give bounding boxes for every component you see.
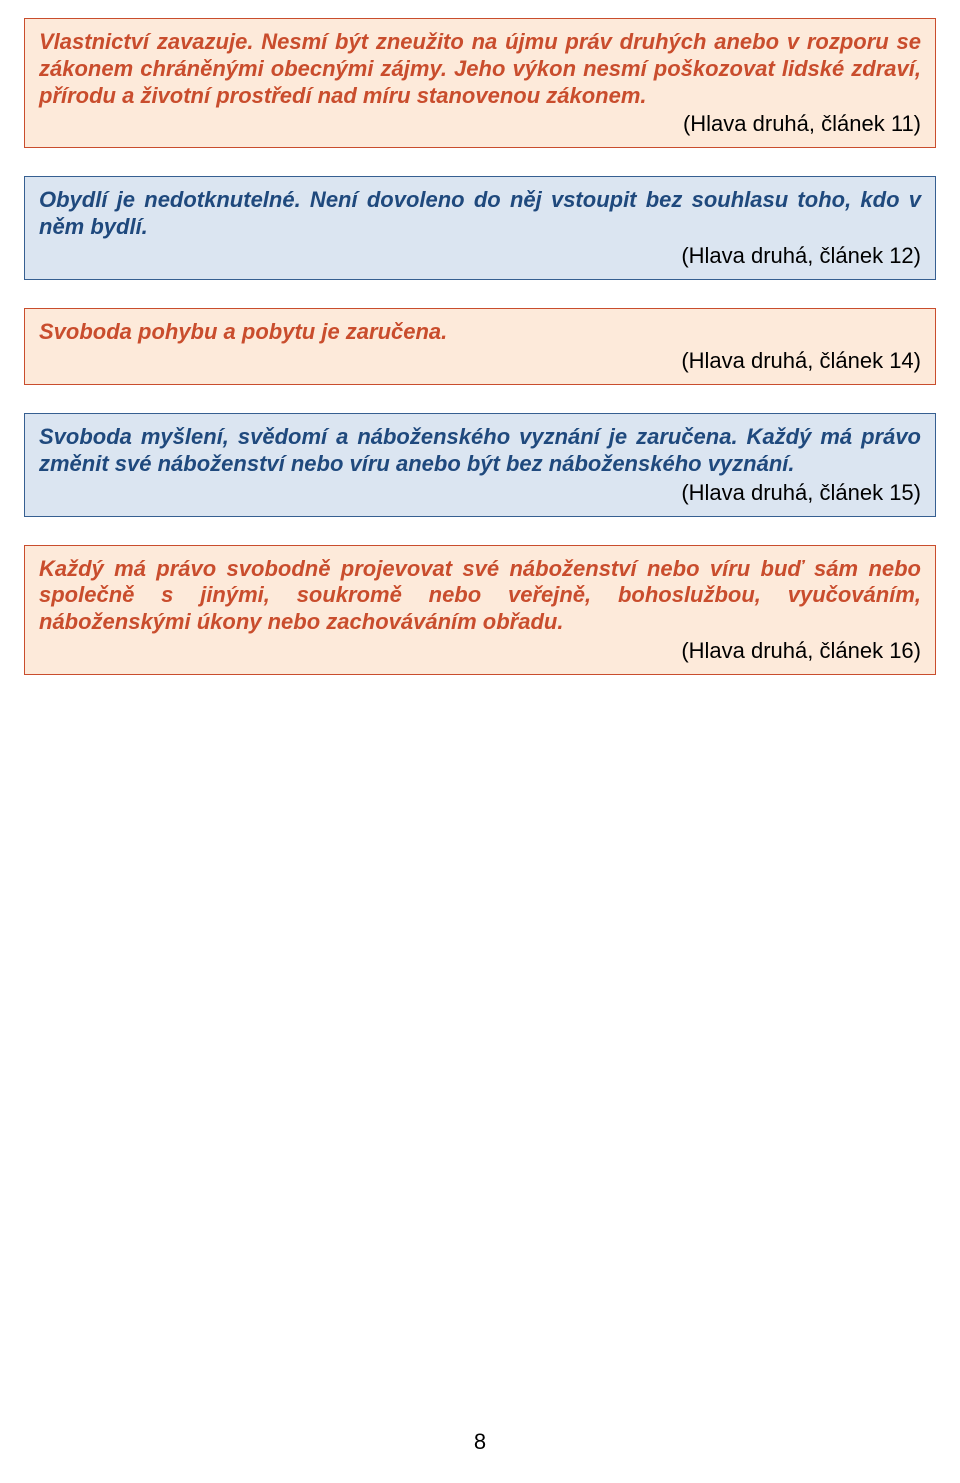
article-text: Obydlí je nedotknutelné. Není dovoleno d… xyxy=(39,187,921,241)
article-citation: (Hlava druhá, článek 14) xyxy=(39,348,921,374)
article-box-11: Vlastnictví zavazuje. Nesmí být zneužito… xyxy=(24,18,936,148)
article-box-12: Obydlí je nedotknutelné. Není dovoleno d… xyxy=(24,176,936,280)
article-citation: (Hlava druhá, článek 15) xyxy=(39,480,921,506)
article-citation: (Hlava druhá, článek 12) xyxy=(39,243,921,269)
article-citation: (Hlava druhá, článek 16) xyxy=(39,638,921,664)
article-box-16: Každý má právo svobodně projevovat své n… xyxy=(24,545,936,675)
article-box-15: Svoboda myšlení, svědomí a náboženského … xyxy=(24,413,936,517)
article-citation: (Hlava druhá, článek 11) xyxy=(39,111,921,137)
page-body: Vlastnictví zavazuje. Nesmí být zneužito… xyxy=(0,0,960,675)
article-text: Svoboda myšlení, svědomí a náboženského … xyxy=(39,424,921,478)
article-text: Každý má právo svobodně projevovat své n… xyxy=(39,556,921,636)
page-number: 8 xyxy=(0,1429,960,1455)
article-box-14: Svoboda pohybu a pobytu je zaručena. (Hl… xyxy=(24,308,936,385)
article-text: Vlastnictví zavazuje. Nesmí být zneužito… xyxy=(39,29,921,109)
article-text: Svoboda pohybu a pobytu je zaručena. xyxy=(39,319,921,346)
